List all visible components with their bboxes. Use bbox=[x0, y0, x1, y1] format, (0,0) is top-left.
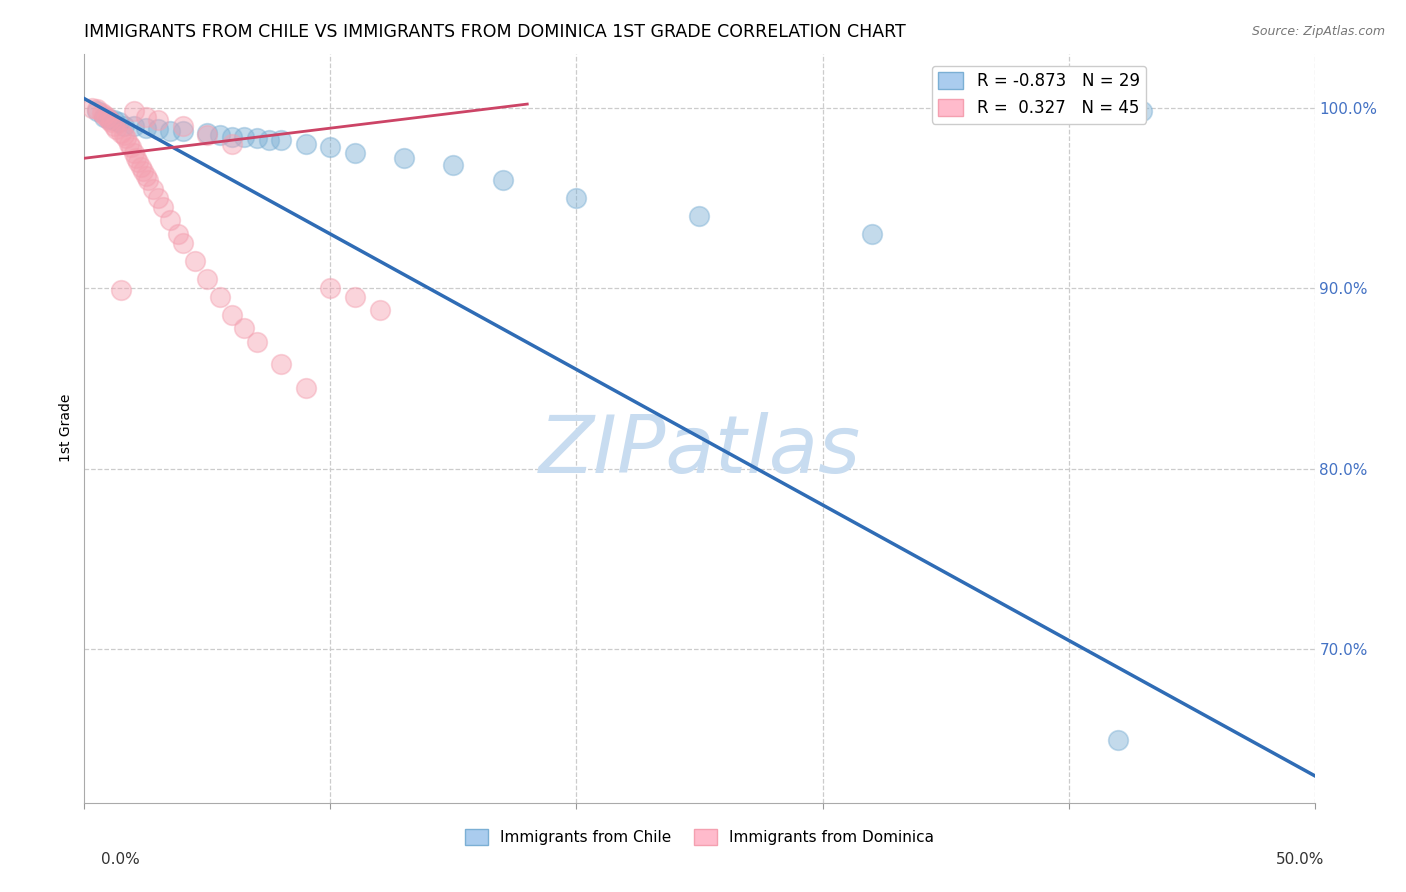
Point bbox=[105, 122, 128, 136]
Point bbox=[221, 136, 243, 151]
Point bbox=[492, 173, 515, 187]
Point bbox=[295, 380, 318, 394]
Point bbox=[115, 131, 138, 145]
Point bbox=[319, 281, 342, 295]
Point bbox=[135, 169, 157, 184]
Point bbox=[166, 227, 188, 241]
Point bbox=[86, 104, 108, 119]
Point bbox=[120, 140, 142, 154]
Point bbox=[221, 129, 243, 144]
Point bbox=[128, 154, 150, 169]
Point bbox=[270, 133, 292, 147]
Point bbox=[103, 113, 125, 128]
Text: IMMIGRANTS FROM CHILE VS IMMIGRANTS FROM DOMINICA 1ST GRADE CORRELATION CHART: IMMIGRANTS FROM CHILE VS IMMIGRANTS FROM… bbox=[84, 23, 905, 41]
Text: 0.0%: 0.0% bbox=[101, 852, 141, 867]
Point bbox=[135, 120, 157, 135]
Point bbox=[108, 115, 131, 129]
Point bbox=[122, 119, 145, 133]
Point bbox=[103, 119, 125, 133]
Point bbox=[98, 113, 120, 128]
Point bbox=[172, 236, 194, 251]
Point bbox=[270, 357, 292, 371]
Point bbox=[565, 191, 588, 205]
Point bbox=[98, 112, 120, 126]
Point bbox=[148, 191, 170, 205]
Point bbox=[184, 254, 207, 268]
Point bbox=[148, 122, 170, 136]
Legend: Immigrants from Chile, Immigrants from Dominica: Immigrants from Chile, Immigrants from D… bbox=[458, 823, 941, 851]
Point bbox=[172, 119, 194, 133]
Point bbox=[1107, 732, 1129, 747]
Point bbox=[93, 108, 115, 122]
Point bbox=[112, 119, 135, 133]
Point bbox=[246, 335, 269, 350]
Point bbox=[689, 209, 711, 223]
Point bbox=[221, 308, 243, 322]
Point bbox=[172, 124, 194, 138]
Point bbox=[1130, 104, 1153, 119]
Point bbox=[159, 124, 181, 138]
Point bbox=[443, 158, 465, 172]
Point bbox=[344, 290, 367, 304]
Point bbox=[197, 126, 219, 140]
Point bbox=[129, 161, 152, 175]
Point bbox=[295, 136, 318, 151]
Point bbox=[80, 101, 103, 115]
Point bbox=[233, 129, 256, 144]
Point bbox=[132, 164, 155, 178]
Point bbox=[112, 128, 135, 142]
Point bbox=[100, 115, 122, 129]
Point bbox=[208, 128, 231, 142]
Text: 50.0%: 50.0% bbox=[1277, 852, 1324, 867]
Point bbox=[122, 104, 145, 119]
Point bbox=[197, 128, 219, 142]
Point bbox=[125, 151, 148, 165]
Point bbox=[233, 321, 256, 335]
Y-axis label: 1st Grade: 1st Grade bbox=[59, 394, 73, 462]
Text: ZIPatlas: ZIPatlas bbox=[538, 411, 860, 490]
Point bbox=[394, 151, 416, 165]
Point bbox=[110, 126, 132, 140]
Point bbox=[86, 103, 108, 117]
Point bbox=[110, 283, 132, 297]
Point bbox=[90, 106, 112, 120]
Point bbox=[208, 290, 231, 304]
Point bbox=[118, 136, 141, 151]
Point bbox=[122, 145, 145, 160]
Point bbox=[319, 140, 342, 154]
Point bbox=[96, 110, 118, 124]
Point bbox=[344, 145, 367, 160]
Point bbox=[368, 302, 391, 317]
Point bbox=[159, 212, 181, 227]
Point bbox=[246, 131, 269, 145]
Point bbox=[197, 272, 219, 286]
Point bbox=[152, 200, 174, 214]
Point bbox=[860, 227, 883, 241]
Point bbox=[148, 113, 170, 128]
Point bbox=[135, 110, 157, 124]
Point bbox=[138, 173, 160, 187]
Point bbox=[93, 110, 115, 124]
Point bbox=[257, 133, 280, 147]
Point bbox=[142, 182, 165, 196]
Text: Source: ZipAtlas.com: Source: ZipAtlas.com bbox=[1251, 25, 1385, 38]
